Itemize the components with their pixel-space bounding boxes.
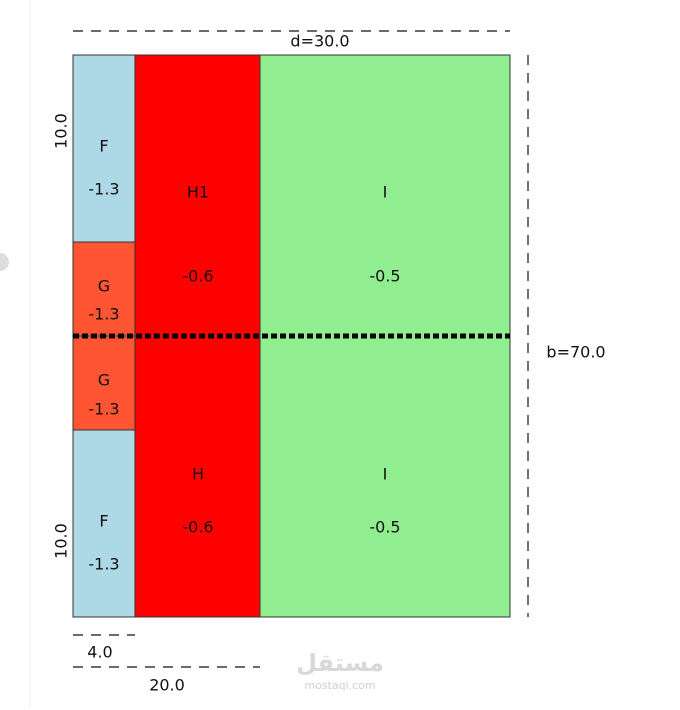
zone-label: H1: [187, 183, 209, 202]
zone-value: -1.3: [88, 180, 119, 199]
side-handle: [0, 253, 9, 271]
dimension-label: 10.0: [52, 113, 71, 149]
dimension-label: 4.0: [87, 643, 112, 662]
zone-label: I: [383, 465, 388, 484]
zone-label: G: [98, 277, 110, 296]
dimension-label: d=30.0: [290, 32, 349, 51]
zone-value: -1.3: [88, 400, 119, 419]
zone-label: F: [99, 137, 108, 156]
zone-value: -0.5: [369, 267, 400, 286]
zone-label: H: [192, 465, 204, 484]
dimension-label: 10.0: [52, 523, 71, 559]
zone-label: I: [383, 183, 388, 202]
dimension-label: b=70.0: [546, 343, 605, 362]
dimension-label: 20.0: [149, 676, 185, 695]
watermark-site: mostaqi.com: [304, 679, 375, 692]
zone-g: [72, 241, 136, 337]
zone-value: -0.5: [369, 518, 400, 537]
zone-value: -1.3: [88, 305, 119, 324]
zone-value: -0.6: [182, 518, 213, 537]
zone-value: -1.3: [88, 555, 119, 574]
zone-label: G: [98, 371, 110, 390]
zone-value: -0.6: [182, 267, 213, 286]
watermark: مستقل: [296, 649, 384, 677]
zone-label: F: [99, 512, 108, 531]
